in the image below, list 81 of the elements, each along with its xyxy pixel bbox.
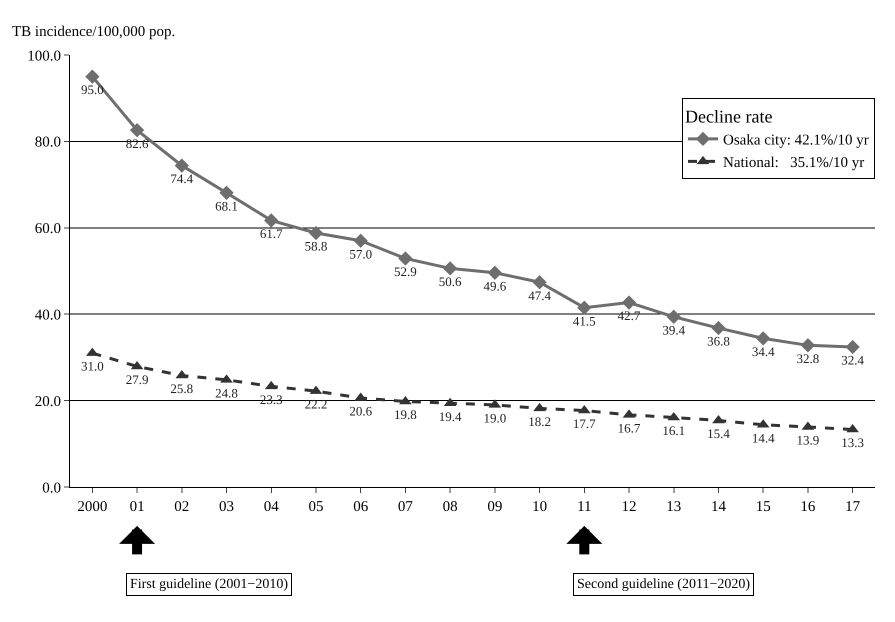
data-label: 20.6 xyxy=(349,404,373,419)
x-tick-label: 2000 xyxy=(77,499,108,515)
x-tick-label: 08 xyxy=(442,499,458,515)
y-tick-label: 0.0 xyxy=(42,480,61,496)
point xyxy=(845,340,860,354)
data-label: 32.8 xyxy=(796,350,820,366)
point xyxy=(174,158,189,173)
point xyxy=(622,295,636,310)
point xyxy=(800,338,816,352)
data-label: 52.9 xyxy=(394,264,417,280)
point xyxy=(219,186,234,200)
data-label: 18.2 xyxy=(528,414,551,430)
data-label: 41.5 xyxy=(572,313,596,328)
x-tick-label: 11 xyxy=(577,499,592,515)
legend-label: National: 35.1%/10 yr xyxy=(723,155,864,172)
data-label: 19.8 xyxy=(394,407,417,422)
data-label: 31.0 xyxy=(80,358,104,374)
point xyxy=(308,226,324,240)
x-tick-label: 01 xyxy=(130,499,145,515)
data-label: 15.4 xyxy=(707,426,730,442)
x-tick-label: 17 xyxy=(845,499,861,515)
legend-label: Osaka city: 42.1%/10 yr xyxy=(723,132,869,149)
data-label: 13.9 xyxy=(796,432,820,448)
data-label: 19.4 xyxy=(438,408,462,424)
data-label: 16.1 xyxy=(662,423,686,438)
x-tick-label: 09 xyxy=(487,499,502,515)
point xyxy=(756,331,770,346)
data-label: 27.9 xyxy=(126,372,148,388)
point xyxy=(532,275,547,290)
data-label: 22.2 xyxy=(304,396,328,412)
x-tick-label: 14 xyxy=(710,499,726,515)
y-tick-label: 80.0 xyxy=(34,134,61,151)
point xyxy=(264,213,278,228)
data-label: 24.8 xyxy=(215,385,238,400)
x-tick-label: 12 xyxy=(622,499,637,515)
x-tick-label: 10 xyxy=(532,499,548,515)
data-label: 57.0 xyxy=(349,246,372,262)
data-label: 17.7 xyxy=(572,416,596,432)
data-label: 25.8 xyxy=(170,381,194,396)
x-tick-label: 15 xyxy=(756,499,771,515)
data-label: 58.8 xyxy=(304,238,328,254)
data-label: 14.4 xyxy=(752,430,776,446)
data-label: 36.8 xyxy=(707,334,730,349)
x-tick-label: 16 xyxy=(800,499,816,515)
data-label: 39.4 xyxy=(662,322,686,338)
point xyxy=(85,69,100,84)
data-label: 49.6 xyxy=(483,278,507,294)
data-label: 16.7 xyxy=(618,420,641,436)
legend-title: Decline rate xyxy=(685,106,772,127)
text: First guideline (2001−2010) xyxy=(130,577,288,592)
y-tick-label: 60.0 xyxy=(34,221,61,238)
data-label: 47.4 xyxy=(528,288,552,303)
x-tick-label: 07 xyxy=(398,499,414,515)
y-axis-title: TB incidence/100,000 pop. xyxy=(12,24,176,40)
point xyxy=(488,266,502,280)
y-tick-label: 40.0 xyxy=(34,307,61,324)
data-label: 95.0 xyxy=(80,82,104,98)
point xyxy=(711,320,726,336)
point xyxy=(666,310,681,324)
x-tick-label: 03 xyxy=(219,499,234,515)
y-tick-label: 20.0 xyxy=(34,394,61,410)
x-tick-label: 04 xyxy=(264,499,280,515)
data-label: 32.4 xyxy=(841,352,865,368)
x-tick-label: 05 xyxy=(308,499,324,515)
x-tick-label: 02 xyxy=(174,499,190,515)
data-label: 74.4 xyxy=(170,171,194,186)
point xyxy=(130,123,144,138)
data-label: 61.7 xyxy=(260,226,284,242)
data-label: 68.1 xyxy=(215,198,238,214)
point xyxy=(398,251,413,266)
x-tick-label: 13 xyxy=(666,499,682,515)
text: Second guideline (2011−2020) xyxy=(577,577,750,592)
point xyxy=(577,300,592,315)
point xyxy=(442,261,458,276)
data-label: 50.6 xyxy=(438,274,462,290)
data-label: 19.0 xyxy=(483,410,506,426)
point xyxy=(354,234,368,248)
data-label: 34.4 xyxy=(752,344,776,360)
y-tick-label: 100.0 xyxy=(27,48,61,64)
x-tick-label: 06 xyxy=(353,499,369,515)
data-label: 13.3 xyxy=(841,435,864,450)
